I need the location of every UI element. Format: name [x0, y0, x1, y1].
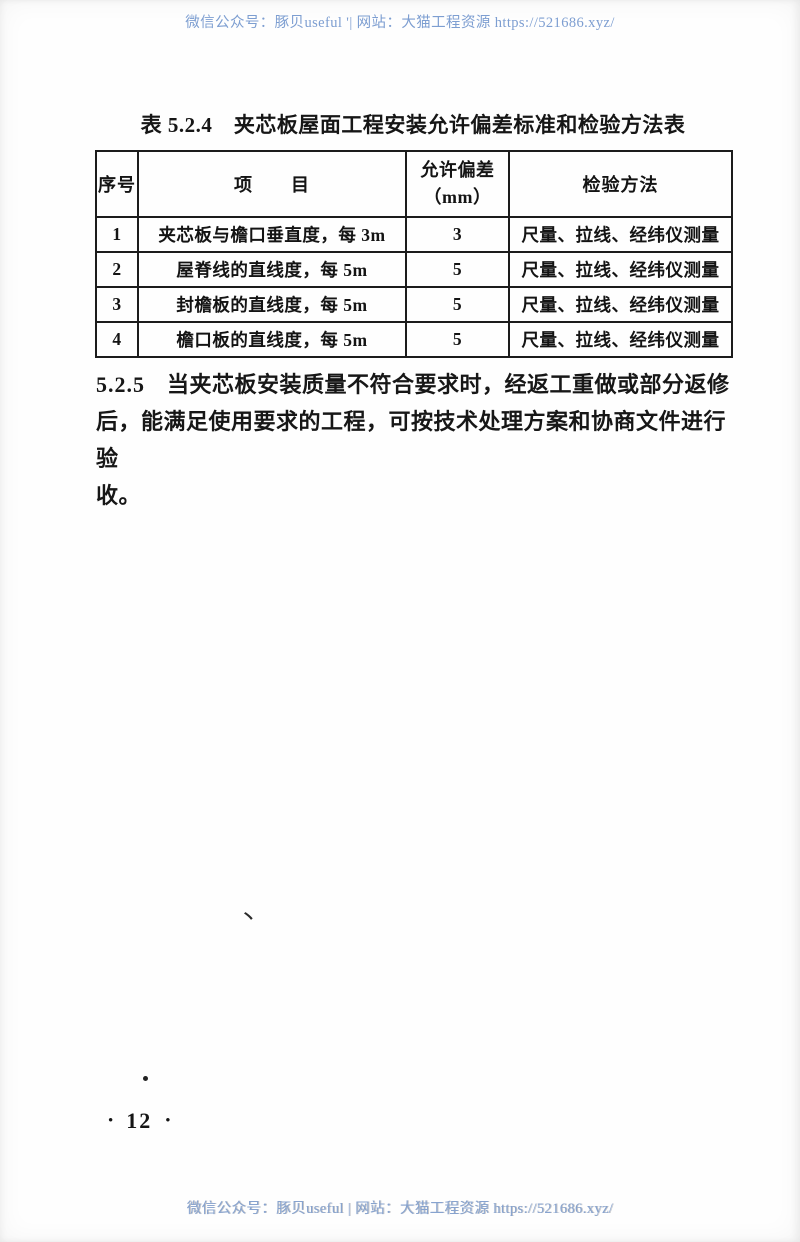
watermark-bottom: 微信公众号：豚贝useful | 网站：大猫工程资源 https://52168…: [186, 1201, 614, 1217]
clause-text: 当夹芯板安装质量不符合要求时，经返工重做或部分返修: [167, 372, 730, 397]
cell-item: 夹芯板与檐口垂直度，每 3m: [137, 216, 407, 253]
ink-stroke-mark: 丶: [240, 908, 257, 927]
cell-no: 1: [95, 216, 139, 253]
cell-item: 封檐板的直线度，每 5m: [137, 286, 407, 323]
cell-no: 3: [95, 286, 139, 323]
clause-line: 后，能满足使用要求的工程，可按技术处理方案和协商文件进行验: [96, 409, 727, 471]
watermark-top: 微信公众号：豚贝useful '| 网站：大猫工程资源 https://5216…: [185, 15, 615, 31]
cell-tolerance: 5: [405, 251, 510, 288]
page-number-value: 12: [126, 1108, 153, 1133]
tolerance-table: 序号 项 目 允许偏差 （mm） 检验方法 1 夹芯板与檐口垂直度，每 3m 3…: [95, 150, 733, 358]
clause-line: 5.2.5 当夹芯板安装质量不符合要求时，经返工重做或部分返修: [96, 366, 744, 403]
table-row: 4 檐口板的直线度，每 5m 5 尺量、拉线、经纬仪测量: [95, 321, 733, 358]
table-row: 1 夹芯板与檐口垂直度，每 3m 3 尺量、拉线、经纬仪测量: [95, 216, 733, 253]
header-index: 序号: [95, 150, 139, 218]
header-item: 项 目: [137, 150, 407, 218]
cell-tolerance: 3: [405, 216, 510, 253]
cell-tolerance: 5: [405, 286, 510, 323]
header-tolerance-line1: 允许偏差: [420, 160, 495, 180]
cell-method: 尺量、拉线、经纬仪测量: [508, 286, 733, 323]
cell-tolerance: 5: [405, 321, 510, 358]
clause-5-2-5: 5.2.5 当夹芯板安装质量不符合要求时，经返工重做或部分返修 后，能满足使用要求…: [96, 366, 744, 514]
cell-method: 尺量、拉线、经纬仪测量: [508, 321, 733, 358]
header-tolerance-line2: （mm）: [423, 187, 492, 207]
header-tolerance: 允许偏差 （mm）: [405, 150, 510, 218]
table-caption: 表 5.2.4 夹芯板屋面工程安装允许偏差标准和检验方法表: [140, 113, 686, 137]
page-number-right-dot: •: [165, 1112, 171, 1129]
cell-no: 2: [95, 251, 139, 288]
table-header-row: 序号 项 目 允许偏差 （mm） 检验方法: [95, 150, 733, 218]
page-number-left-dot: •: [108, 1112, 114, 1129]
cell-method: 尺量、拉线、经纬仪测量: [508, 216, 733, 253]
table-row: 2 屋脊线的直线度，每 5m 5 尺量、拉线、经纬仪测量: [95, 251, 733, 288]
clause-number: 5.2.5: [96, 372, 145, 397]
page-number: • 12 •: [108, 1108, 171, 1134]
table-row: 3 封檐板的直线度，每 5m 5 尺量、拉线、经纬仪测量: [95, 286, 733, 323]
clause-line: 收。: [96, 483, 142, 508]
cell-item: 屋脊线的直线度，每 5m: [137, 251, 407, 288]
cell-method: 尺量、拉线、经纬仪测量: [508, 251, 733, 288]
ink-dot-mark: [143, 1076, 148, 1081]
cell-item: 檐口板的直线度，每 5m: [137, 321, 407, 358]
header-method: 检验方法: [508, 150, 733, 218]
cell-no: 4: [95, 321, 139, 358]
